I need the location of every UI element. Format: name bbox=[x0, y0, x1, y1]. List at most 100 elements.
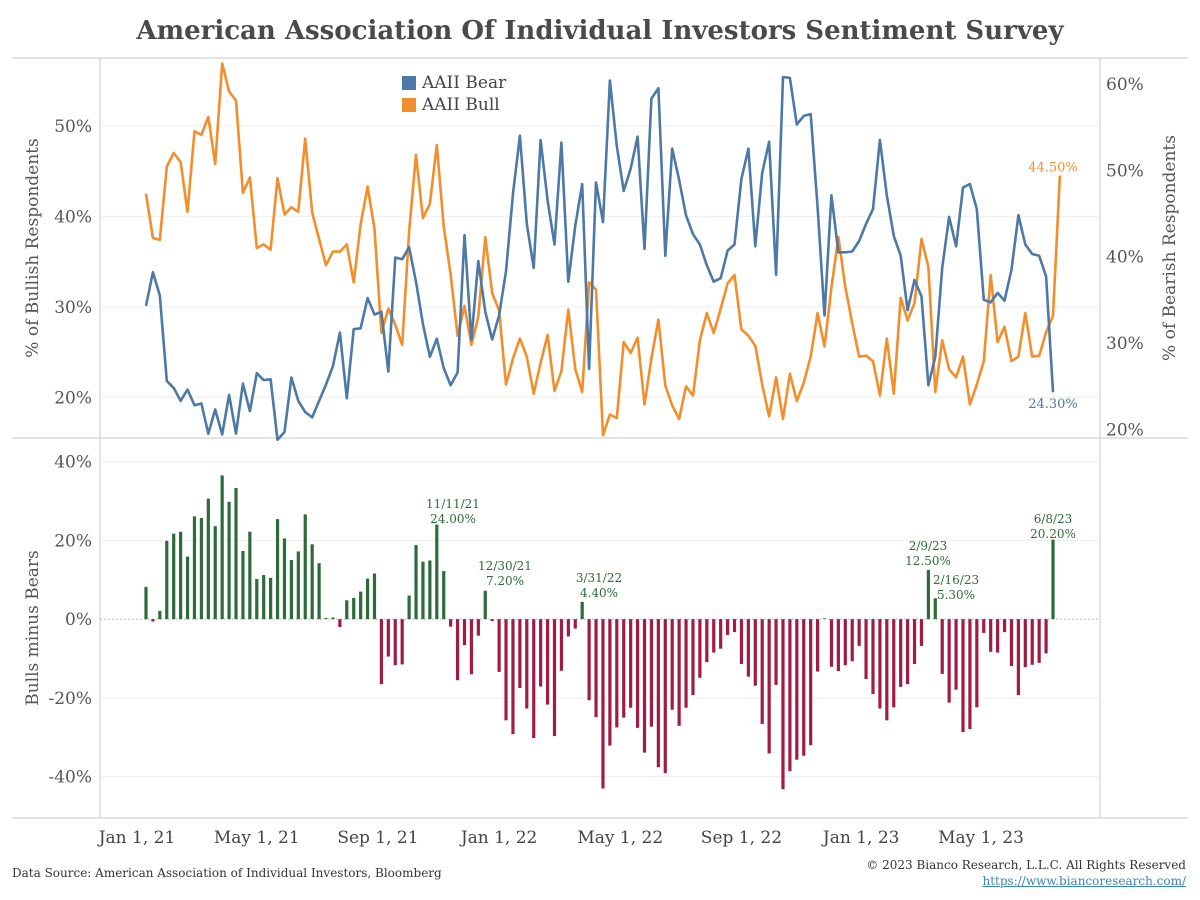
spread-bar bbox=[455, 619, 460, 681]
spread-bar bbox=[400, 619, 404, 665]
x-tick-label: May 1, 22 bbox=[577, 828, 663, 848]
right-tick-label: 60% bbox=[1106, 75, 1144, 95]
spread-bar bbox=[539, 619, 543, 687]
spread-bar bbox=[483, 590, 487, 620]
spread-bar bbox=[310, 544, 314, 620]
spread-bar bbox=[269, 577, 273, 620]
spread-bar bbox=[559, 619, 564, 671]
legend-label: AAII Bear bbox=[421, 73, 507, 93]
spread-bar bbox=[317, 563, 321, 620]
spread-bar bbox=[698, 619, 702, 678]
spread-bar bbox=[719, 619, 723, 649]
x-tick-label: Jan 1, 21 bbox=[97, 828, 176, 848]
spread-bar bbox=[996, 619, 1000, 653]
chart-labels: 20% 30% 40% 50% 20% 30% 40% 50% 60% 40% 20% 0% -20% -… bbox=[23, 73, 1180, 848]
spread-bar bbox=[767, 619, 771, 754]
annotation-value: 4.40% bbox=[580, 586, 618, 600]
spread-bar bbox=[725, 619, 730, 635]
spread-bar bbox=[199, 517, 203, 620]
annotation-value: 20.20% bbox=[1030, 527, 1076, 541]
annotation-value: 12.50% bbox=[905, 554, 951, 568]
spread-bar bbox=[933, 598, 937, 620]
spread-bar bbox=[1002, 619, 1007, 633]
spread-bar bbox=[255, 578, 259, 620]
spread-bar bbox=[476, 619, 480, 636]
annotation-date: 3/31/22 bbox=[576, 571, 622, 585]
legend-label: AAII Bull bbox=[421, 95, 500, 115]
spread-bar bbox=[345, 600, 349, 620]
bottom-tick-label: -40% bbox=[48, 768, 92, 788]
spread-bar bbox=[802, 619, 806, 756]
spread-bar bbox=[615, 619, 619, 728]
spread-bar bbox=[179, 531, 183, 620]
spread-bar bbox=[275, 519, 280, 620]
spread-bar bbox=[220, 475, 224, 620]
spread-bar bbox=[712, 619, 716, 653]
spread-bar bbox=[573, 619, 577, 629]
spread-bar bbox=[289, 560, 293, 620]
annotation-date: 6/8/23 bbox=[1034, 512, 1073, 526]
spread-bar bbox=[982, 619, 986, 633]
left-axis-title: % of Bullish Respondents bbox=[23, 138, 43, 357]
spread-bar bbox=[462, 619, 467, 646]
spread-bar bbox=[338, 619, 342, 628]
x-tick-label: May 1, 23 bbox=[938, 828, 1024, 848]
spread-bar bbox=[739, 619, 744, 665]
spread-bar bbox=[635, 619, 640, 728]
x-tick-label: Sep 1, 22 bbox=[701, 828, 782, 848]
bottom-axis-title: Bulls minus Bears bbox=[23, 550, 43, 706]
spread-bar bbox=[781, 619, 785, 790]
spread-bar bbox=[282, 538, 287, 620]
left-tick-label: 40% bbox=[54, 207, 92, 227]
spread-bar bbox=[428, 560, 432, 620]
spread-bar bbox=[365, 578, 370, 620]
spread-bar bbox=[386, 619, 390, 657]
spread-bar bbox=[490, 619, 494, 622]
spread-bar bbox=[677, 619, 681, 726]
x-tick-label: Sep 1, 21 bbox=[337, 828, 418, 848]
bull-line bbox=[144, 62, 1062, 437]
legend-swatch bbox=[402, 98, 416, 112]
spread-bar bbox=[324, 617, 328, 620]
spread-bar bbox=[795, 619, 799, 760]
bottom-panel-gridlines bbox=[100, 461, 1100, 778]
left-tick-label: 30% bbox=[54, 298, 92, 318]
spread-bar bbox=[892, 619, 896, 708]
spread-bar bbox=[1030, 619, 1034, 665]
spread-bar bbox=[213, 526, 217, 620]
spread-bar bbox=[158, 610, 162, 620]
spread-bar bbox=[622, 619, 626, 718]
spread-bar bbox=[449, 619, 453, 627]
spread-bar bbox=[303, 514, 307, 620]
spread-bar bbox=[566, 619, 570, 637]
bull-end-label: 44.50% bbox=[1028, 161, 1078, 176]
spread-bar bbox=[947, 619, 951, 703]
annotation-value: 7.20% bbox=[486, 574, 524, 588]
spread-bar bbox=[788, 619, 792, 772]
spread-bar bbox=[940, 619, 944, 674]
spread-bar bbox=[753, 619, 757, 686]
spread-bar bbox=[732, 619, 737, 633]
spread-bar bbox=[545, 619, 550, 705]
spread-bar bbox=[151, 619, 155, 622]
left-tick-label: 50% bbox=[54, 117, 92, 137]
x-tick-label: May 1, 21 bbox=[214, 828, 300, 848]
spread-bar bbox=[262, 575, 266, 620]
bear-line bbox=[144, 75, 1055, 442]
spread-bar bbox=[192, 516, 197, 620]
spread-bar bbox=[532, 619, 536, 739]
spread-bar bbox=[684, 619, 688, 708]
spread-bar bbox=[885, 619, 889, 721]
spread-bar bbox=[1051, 539, 1055, 620]
spread-bar bbox=[442, 571, 446, 620]
spread-bar bbox=[926, 569, 930, 620]
spread-bar bbox=[379, 619, 384, 685]
website-link[interactable]: https://www.biancoresearch.com/ bbox=[982, 874, 1186, 888]
spread-bar bbox=[746, 619, 750, 677]
spread-bar bbox=[414, 545, 418, 620]
right-tick-label: 20% bbox=[1106, 420, 1144, 440]
annotation-date: 11/11/21 bbox=[426, 497, 480, 511]
left-tick-label: 20% bbox=[54, 388, 92, 408]
spread-bar bbox=[649, 619, 654, 727]
sentiment-lines bbox=[144, 62, 1062, 442]
